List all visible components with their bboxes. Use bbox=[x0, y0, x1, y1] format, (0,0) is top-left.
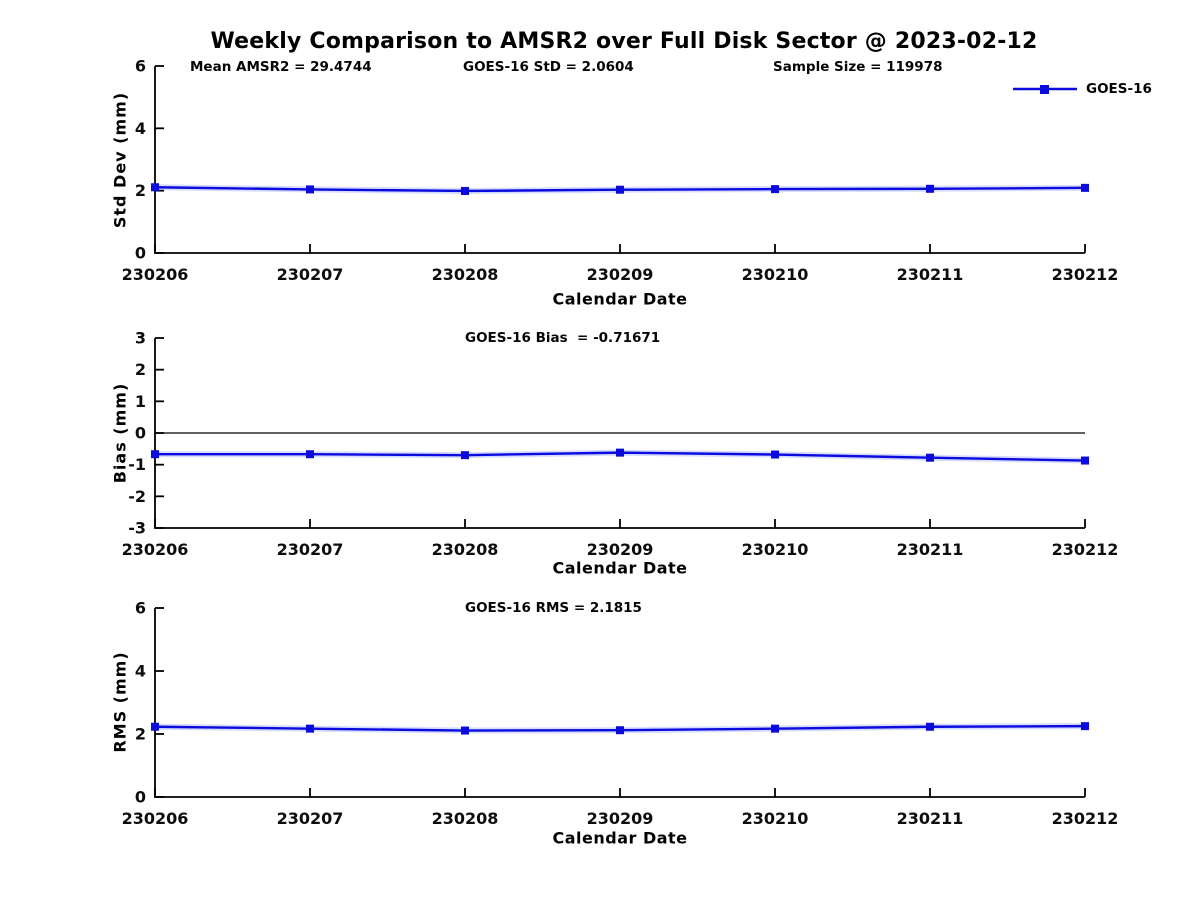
data-marker bbox=[306, 185, 314, 194]
x-axis-label-rms: Calendar Date bbox=[552, 828, 688, 848]
data-marker bbox=[771, 185, 779, 194]
legend-line-sample-icon bbox=[1013, 85, 1077, 94]
data-marker bbox=[151, 722, 159, 731]
data-marker bbox=[771, 724, 779, 733]
annotation-goes16-std: GOES-16 StD = 2.0604 bbox=[463, 59, 634, 75]
x-tick-label: 230211 bbox=[897, 540, 964, 559]
x-tick-label: 230209 bbox=[587, 265, 654, 284]
data-marker bbox=[616, 185, 624, 194]
data-marker bbox=[1081, 183, 1089, 192]
x-tick-label: 230211 bbox=[897, 265, 964, 284]
x-tick-label: 230207 bbox=[277, 540, 344, 559]
x-tick-label: 230209 bbox=[587, 540, 654, 559]
data-marker bbox=[616, 726, 624, 735]
data-marker bbox=[771, 450, 779, 459]
y-tick-label: 2 bbox=[135, 360, 146, 379]
x-tick-label: 230210 bbox=[742, 265, 809, 284]
data-marker bbox=[926, 184, 934, 193]
data-marker bbox=[1081, 722, 1089, 731]
data-marker bbox=[151, 450, 159, 459]
x-axis-label-stddev: Calendar Date bbox=[552, 289, 688, 309]
y-tick-label: -1 bbox=[128, 455, 146, 474]
y-tick-label: -2 bbox=[128, 487, 146, 506]
y-tick-label: 0 bbox=[135, 244, 146, 263]
x-tick-label: 230206 bbox=[122, 265, 189, 284]
x-tick-label: 230212 bbox=[1052, 809, 1119, 828]
annotation-goes16-bias: GOES-16 Bias = -0.71671 bbox=[465, 330, 661, 346]
legend: GOES-16 bbox=[1012, 81, 1152, 97]
y-tick-label: 0 bbox=[135, 788, 146, 807]
x-tick-label: 230208 bbox=[432, 265, 499, 284]
x-tick-label: 230212 bbox=[1052, 265, 1119, 284]
y-tick-label: 2 bbox=[135, 725, 146, 744]
x-tick-label: 230210 bbox=[742, 540, 809, 559]
y-tick-label: 6 bbox=[135, 57, 146, 76]
axis-frame bbox=[154, 608, 1085, 798]
data-marker bbox=[461, 726, 469, 735]
y-axis-label-rms: RMS (mm) bbox=[110, 651, 130, 753]
annotation-sample-size: Sample Size = 119978 bbox=[773, 59, 943, 75]
x-axis-label-bias: Calendar Date bbox=[552, 558, 688, 578]
x-tick-label: 230206 bbox=[122, 809, 189, 828]
y-axis-label-bias: Bias (mm) bbox=[110, 382, 130, 484]
x-tick-label: 230206 bbox=[122, 540, 189, 559]
data-marker bbox=[461, 451, 469, 460]
data-marker bbox=[306, 450, 314, 459]
y-tick-label: 4 bbox=[135, 662, 146, 681]
x-tick-label: 230209 bbox=[587, 809, 654, 828]
data-marker bbox=[1081, 456, 1089, 465]
legend-label: GOES-16 bbox=[1086, 81, 1152, 97]
figure-title: Weekly Comparison to AMSR2 over Full Dis… bbox=[210, 29, 1038, 54]
x-tick-label: 230212 bbox=[1052, 540, 1119, 559]
y-tick-label: 4 bbox=[135, 119, 146, 138]
y-tick-label: 2 bbox=[135, 181, 146, 200]
data-marker bbox=[151, 183, 159, 192]
x-tick-label: 230208 bbox=[432, 540, 499, 559]
x-tick-label: 230207 bbox=[277, 809, 344, 828]
data-marker bbox=[461, 186, 469, 195]
x-tick-label: 230207 bbox=[277, 265, 344, 284]
annotation-goes16-rms: GOES-16 RMS = 2.1815 bbox=[465, 600, 642, 616]
x-tick-label: 230211 bbox=[897, 809, 964, 828]
annotation-mean-amsr2: Mean AMSR2 = 29.4744 bbox=[190, 59, 372, 75]
y-tick-label: 6 bbox=[135, 599, 146, 618]
y-tick-label: 3 bbox=[135, 329, 146, 348]
data-marker bbox=[926, 453, 934, 462]
y-tick-label: 1 bbox=[135, 392, 146, 411]
y-tick-label: -3 bbox=[128, 519, 146, 538]
y-axis-label-stddev: Std Dev (mm) bbox=[110, 91, 130, 229]
data-marker bbox=[306, 724, 314, 733]
y-tick-label: 0 bbox=[135, 424, 146, 443]
x-tick-label: 230210 bbox=[742, 809, 809, 828]
x-tick-label: 230208 bbox=[432, 809, 499, 828]
axis-frame bbox=[154, 66, 1085, 254]
data-marker bbox=[616, 448, 624, 457]
data-marker bbox=[926, 722, 934, 731]
